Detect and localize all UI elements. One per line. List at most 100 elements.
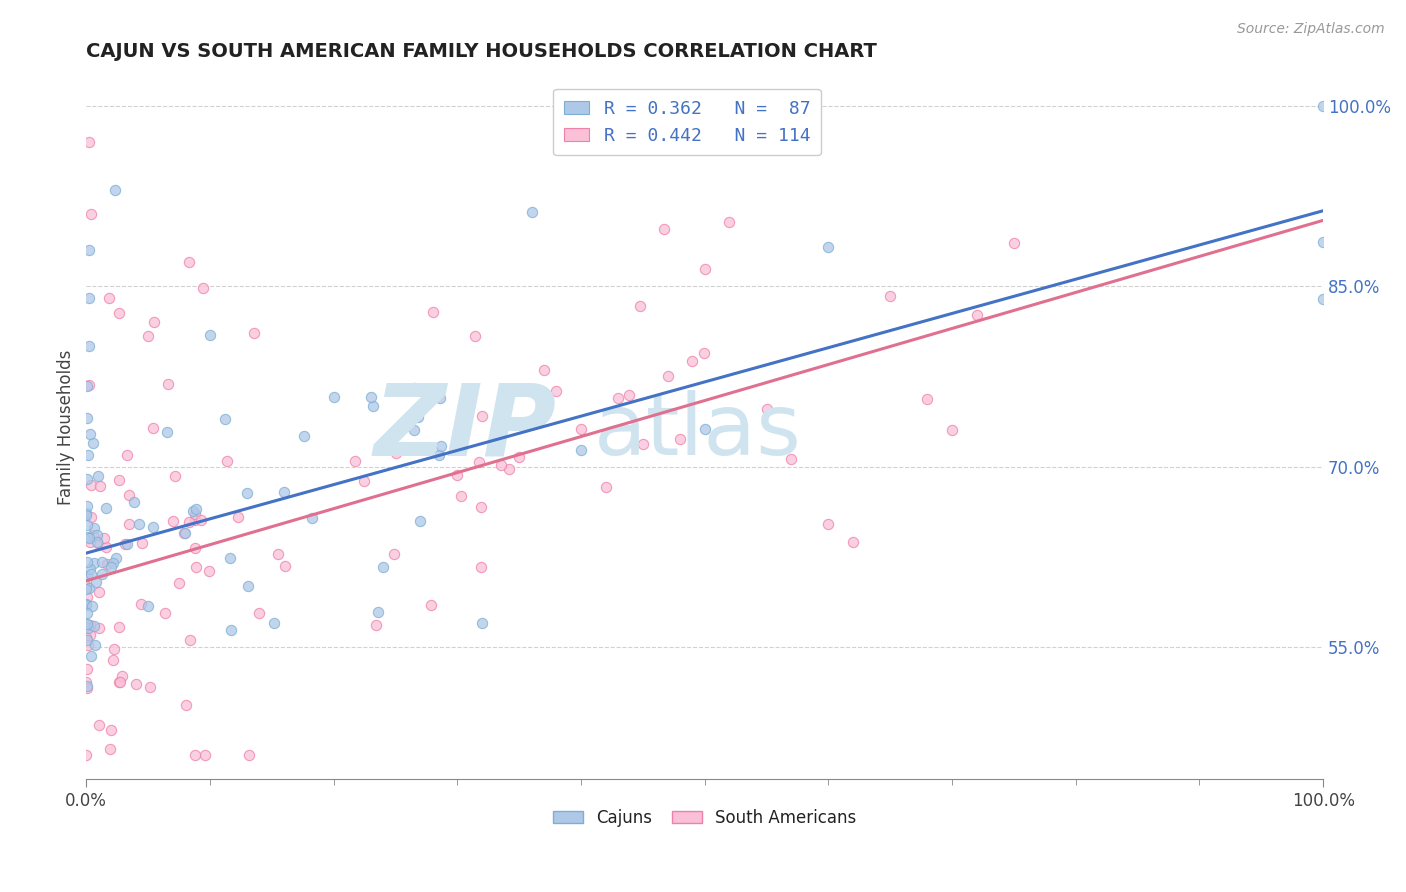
Point	[197, 564, 219, 578]
Point	[569, 442, 592, 457]
Point	[76, 617, 98, 632]
Point	[214, 412, 236, 426]
Point	[218, 551, 240, 566]
Point	[111, 669, 134, 683]
Point	[842, 534, 865, 549]
Point	[236, 579, 259, 593]
Point	[86, 535, 108, 549]
Point	[108, 674, 131, 689]
Point	[179, 632, 201, 647]
Point	[177, 515, 200, 529]
Point	[75, 617, 97, 632]
Point	[498, 462, 520, 476]
Point	[422, 305, 444, 319]
Point	[165, 468, 187, 483]
Point	[817, 516, 839, 531]
Point	[420, 599, 443, 613]
Point	[184, 560, 207, 574]
Point	[361, 399, 384, 413]
Point	[77, 135, 100, 149]
Point	[83, 521, 105, 535]
Point	[79, 562, 101, 576]
Text: atlas: atlas	[593, 390, 801, 473]
Point	[80, 510, 103, 524]
Point	[75, 582, 97, 597]
Point	[82, 528, 104, 542]
Point	[76, 568, 98, 582]
Point	[153, 606, 176, 620]
Point	[75, 597, 97, 611]
Point	[966, 308, 988, 322]
Point	[142, 315, 165, 329]
Point	[100, 559, 122, 574]
Point	[371, 560, 394, 574]
Point	[508, 450, 530, 465]
Point	[156, 376, 179, 391]
Point	[190, 513, 212, 527]
Point	[353, 474, 375, 488]
Point	[404, 423, 426, 437]
Point	[103, 642, 125, 657]
Point	[83, 556, 105, 570]
Point	[301, 510, 323, 524]
Point	[115, 537, 138, 551]
Point	[879, 289, 901, 303]
Point	[693, 421, 716, 435]
Point	[122, 495, 145, 509]
Legend: Cajuns, South Americans: Cajuns, South Americans	[546, 803, 863, 834]
Point	[533, 363, 555, 377]
Text: ZIP: ZIP	[374, 379, 557, 476]
Text: Source: ZipAtlas.com: Source: ZipAtlas.com	[1237, 22, 1385, 37]
Point	[430, 439, 453, 453]
Point	[77, 339, 100, 353]
Point	[384, 440, 406, 454]
Point	[76, 681, 98, 695]
Point	[226, 510, 249, 524]
Point	[718, 215, 741, 229]
Point	[77, 638, 100, 652]
Point	[136, 328, 159, 343]
Point	[86, 528, 108, 542]
Point	[76, 499, 98, 513]
Point	[77, 377, 100, 392]
Point	[427, 448, 450, 462]
Point	[79, 618, 101, 632]
Point	[470, 559, 492, 574]
Point	[75, 630, 97, 644]
Point	[631, 437, 654, 451]
Point	[174, 698, 197, 713]
Point	[108, 620, 131, 634]
Point	[80, 567, 103, 582]
Point	[80, 207, 103, 221]
Point	[464, 329, 486, 343]
Point	[76, 379, 98, 393]
Point	[84, 574, 107, 589]
Point	[118, 488, 141, 502]
Point	[183, 513, 205, 527]
Point	[82, 435, 104, 450]
Point	[115, 448, 138, 462]
Point	[755, 402, 778, 417]
Point	[117, 516, 139, 531]
Point	[409, 514, 432, 528]
Point	[360, 390, 382, 404]
Point	[77, 244, 100, 258]
Point	[617, 387, 640, 401]
Point	[402, 381, 425, 395]
Point	[76, 411, 98, 425]
Point	[76, 530, 98, 544]
Point	[75, 674, 97, 689]
Point	[104, 550, 127, 565]
Point	[79, 426, 101, 441]
Point	[384, 446, 406, 460]
Point	[76, 555, 98, 569]
Point	[101, 653, 124, 667]
Point	[247, 606, 270, 620]
Point	[125, 676, 148, 690]
Point	[76, 518, 98, 533]
Point	[238, 747, 260, 762]
Point	[98, 292, 121, 306]
Point	[139, 681, 162, 695]
Point	[243, 326, 266, 340]
Point	[173, 526, 195, 541]
